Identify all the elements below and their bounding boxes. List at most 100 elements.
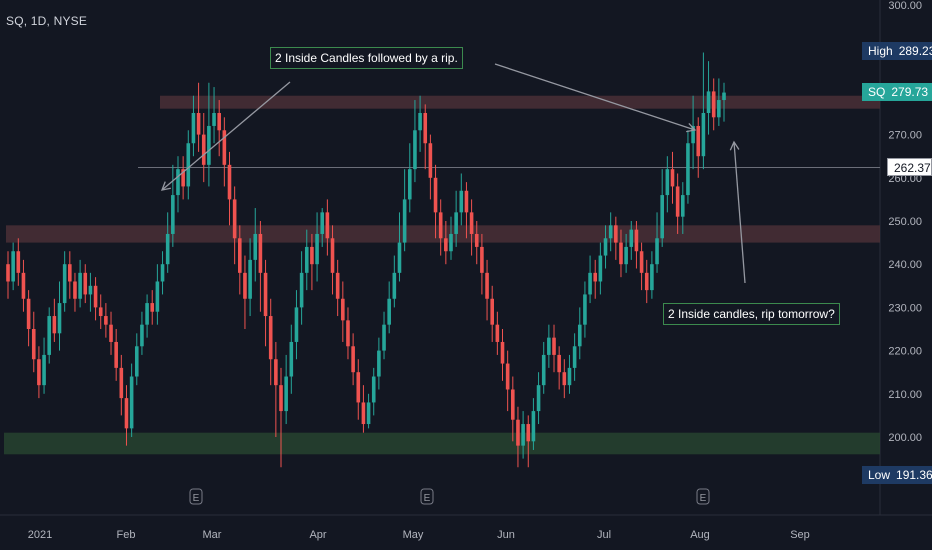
candle-body xyxy=(201,134,206,165)
candle-body xyxy=(423,113,428,144)
y-tick-label: 250.00 xyxy=(888,216,922,228)
candle-body xyxy=(320,212,325,234)
candle-body xyxy=(16,251,21,273)
candle-body xyxy=(516,419,520,446)
candle-body xyxy=(639,251,644,273)
y-tick-label: 200.00 xyxy=(888,432,922,444)
candle-body xyxy=(155,281,160,312)
candle-body xyxy=(691,125,695,144)
candle-body xyxy=(196,113,201,135)
candle-body xyxy=(222,130,227,165)
earnings-marker-label: E xyxy=(424,493,431,504)
annotation-rip-tomorrow[interactable]: 2 Inside candles, rip tomorrow? xyxy=(663,303,840,325)
candle-body xyxy=(701,113,706,157)
y-tick-label: 220.00 xyxy=(888,346,922,358)
candle-body xyxy=(248,259,252,299)
x-tick-label: Aug xyxy=(690,529,710,541)
candle-body xyxy=(268,316,273,360)
candle-body xyxy=(279,385,283,412)
candle-body xyxy=(562,372,567,386)
candle-body xyxy=(274,359,278,386)
candle-body xyxy=(670,169,675,187)
candle-body xyxy=(387,298,391,325)
candle-body xyxy=(619,242,623,265)
zone-mid xyxy=(6,225,880,243)
candle-body xyxy=(680,195,685,217)
candle-body xyxy=(717,100,721,118)
y-tick-label: 300.00 xyxy=(888,0,922,12)
candle-body xyxy=(629,229,634,247)
candle-body xyxy=(330,238,335,273)
candle-body xyxy=(608,225,613,239)
candle-body xyxy=(722,92,726,101)
candle-body xyxy=(119,367,124,399)
candle-body xyxy=(598,255,603,282)
earnings-marker-label: E xyxy=(700,493,707,504)
candle-body xyxy=(485,272,489,299)
candle-body xyxy=(536,385,541,412)
candle-body xyxy=(289,341,294,377)
candle-body xyxy=(660,195,664,239)
candle-body xyxy=(124,398,129,429)
candle-body xyxy=(377,350,381,377)
candle-body xyxy=(583,294,587,325)
earnings-marker-label: E xyxy=(193,493,200,504)
candle-body xyxy=(299,272,304,308)
candle-body xyxy=(341,298,345,321)
candle-body xyxy=(78,272,82,299)
candle-body xyxy=(449,233,453,252)
candle-body xyxy=(191,113,196,144)
candle-body xyxy=(109,324,113,342)
candle-body xyxy=(655,238,659,265)
candle-body xyxy=(557,354,561,373)
candle-body xyxy=(98,307,103,317)
y-tick-label: 230.00 xyxy=(888,302,922,314)
arrow-to-feb-candles-head xyxy=(160,181,171,191)
candle-body xyxy=(696,125,701,157)
candle-body xyxy=(567,367,572,386)
high-price-tag: High 289.23 xyxy=(862,42,932,60)
candle-body xyxy=(294,307,299,342)
candle-body xyxy=(181,169,185,187)
candle-body xyxy=(73,281,77,299)
candle-body xyxy=(253,233,258,260)
candle-body xyxy=(706,91,711,113)
candle-body xyxy=(217,113,221,131)
candle-body xyxy=(11,251,15,282)
annotation-inside-candles-rip[interactable]: 2 Inside Candles followed by a rip. xyxy=(270,47,463,69)
candle-body xyxy=(351,346,355,373)
arrow-to-aug-candles-head xyxy=(686,122,697,133)
candle-body xyxy=(665,169,670,196)
low-label: Low xyxy=(868,468,891,482)
candle-body xyxy=(418,113,422,131)
candle-body xyxy=(145,303,149,325)
candle-body xyxy=(310,246,314,265)
candle-body xyxy=(480,246,484,273)
earnings-marker-box xyxy=(189,488,203,505)
x-tick-label: Jun xyxy=(497,529,515,541)
candle-body xyxy=(346,320,350,347)
x-tick-label: Sep xyxy=(790,529,810,541)
candle-body xyxy=(258,233,263,273)
candle-body xyxy=(469,212,474,234)
candle-body xyxy=(474,233,479,247)
candle-body xyxy=(21,272,26,299)
candle-body xyxy=(47,316,52,355)
candle-body xyxy=(541,354,546,386)
candle-body xyxy=(68,264,72,282)
zone-resistance xyxy=(160,95,880,109)
candle-body xyxy=(335,272,340,299)
candle-body xyxy=(237,238,242,273)
x-tick-label: Mar xyxy=(203,529,222,541)
candle-body xyxy=(31,329,36,360)
candle-body xyxy=(83,272,88,295)
last-value: 262.37 xyxy=(894,161,931,175)
candle-body xyxy=(382,324,386,351)
candle-body xyxy=(526,424,531,442)
candle-body xyxy=(392,272,397,299)
candle-body xyxy=(284,376,288,412)
candle-body xyxy=(42,354,46,386)
last-price-tag: 262.37 xyxy=(887,158,932,176)
low-value: 191.36 xyxy=(896,468,932,482)
